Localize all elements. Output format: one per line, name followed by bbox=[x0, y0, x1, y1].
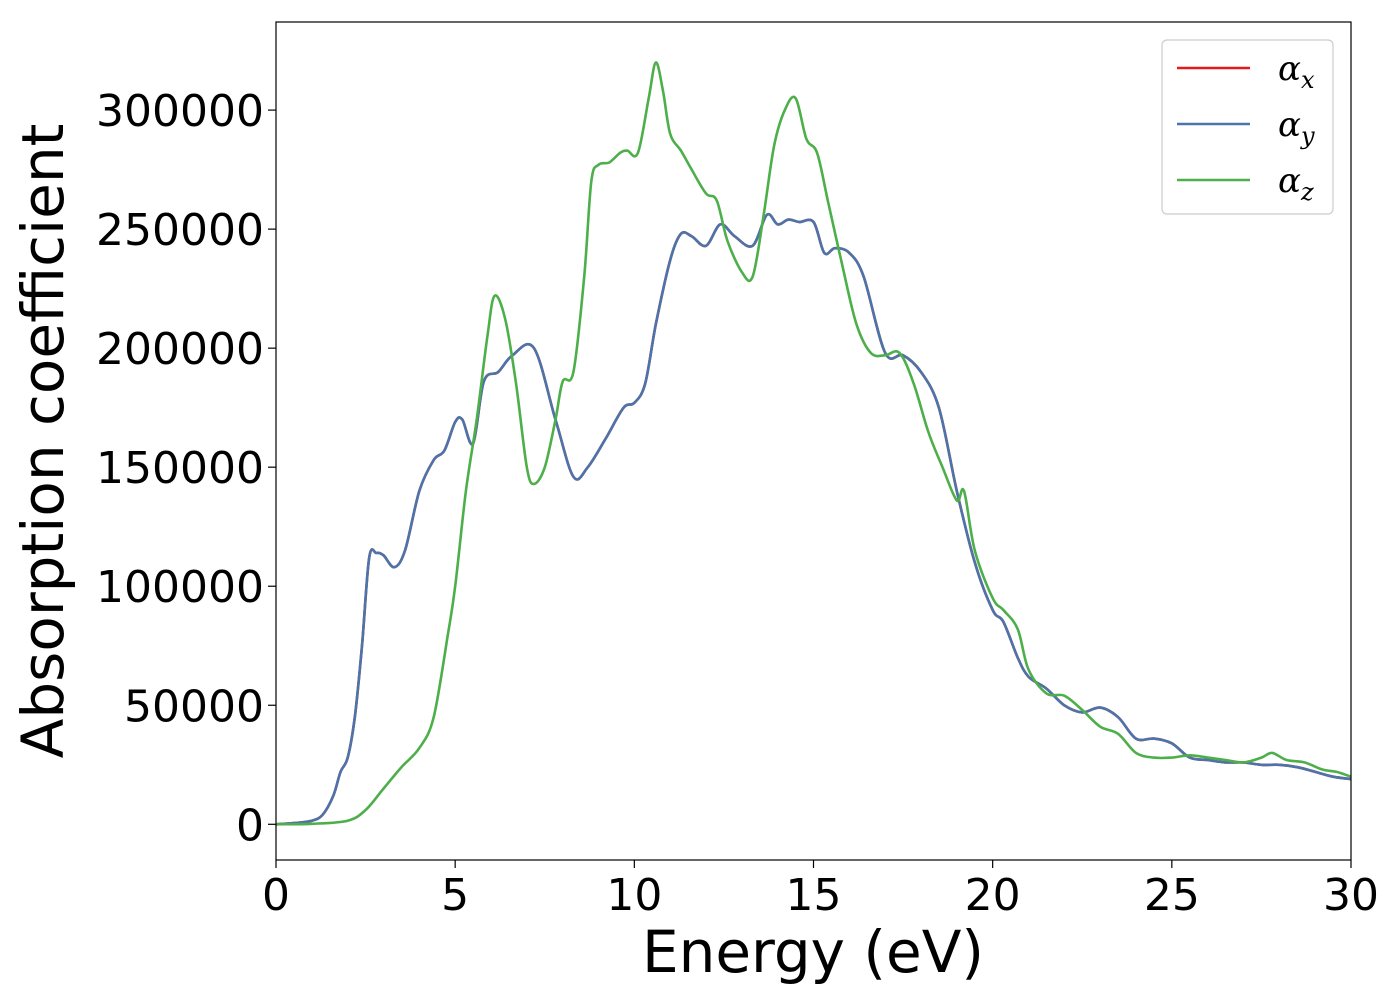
y-tick-label: 100000 bbox=[96, 562, 264, 613]
x-tick-label: 25 bbox=[1144, 870, 1200, 921]
y-axis-title: Absorption coefficient bbox=[9, 124, 77, 759]
series-line-alpha-z bbox=[275, 61, 1352, 826]
y-tick-label: 0 bbox=[236, 800, 264, 851]
x-tick-label: 15 bbox=[786, 870, 842, 921]
y-tick-label: 150000 bbox=[96, 443, 264, 494]
x-tick-label: 10 bbox=[606, 870, 662, 921]
series-layer bbox=[275, 61, 1352, 826]
series-line-alpha-y bbox=[275, 212, 1352, 826]
x-tick-label: 20 bbox=[965, 870, 1021, 921]
y-tick-label: 50000 bbox=[124, 681, 264, 732]
y-tick-label: 250000 bbox=[96, 205, 264, 256]
y-axis: 0 50000 100000 150000 200000 250000 300000 bbox=[96, 86, 276, 851]
x-axis-title: Energy (eV) bbox=[642, 918, 984, 986]
x-tick-label: 5 bbox=[441, 870, 469, 921]
y-tick-label: 300000 bbox=[96, 86, 264, 137]
y-tick-label: 200000 bbox=[96, 324, 264, 375]
x-axis: 0 5 10 15 20 25 30 bbox=[262, 860, 1379, 921]
x-tick-label: 30 bbox=[1323, 870, 1379, 921]
legend-box bbox=[1161, 39, 1334, 215]
x-tick-label: 0 bbox=[262, 870, 290, 921]
